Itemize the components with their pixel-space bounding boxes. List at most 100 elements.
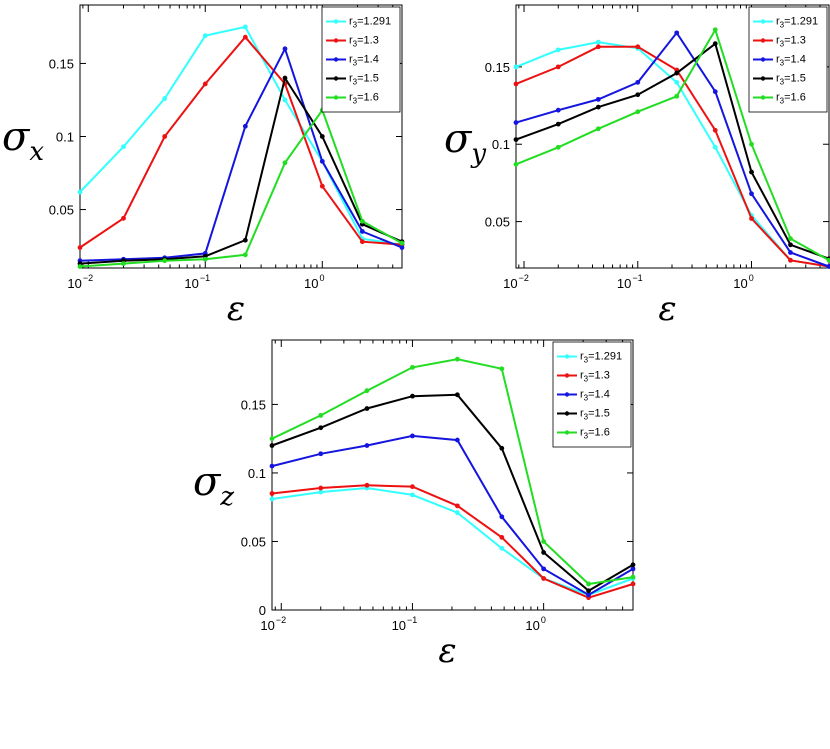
legend-entry: r3=1.4: [580, 389, 610, 403]
data-point: [630, 574, 636, 580]
data-point: [712, 144, 718, 150]
data-point: [595, 126, 601, 132]
data-point: [541, 566, 547, 572]
y-tick-label: 0.15: [241, 397, 266, 412]
data-point: [555, 121, 561, 127]
data-point: [595, 39, 601, 45]
data-point: [242, 252, 248, 258]
data-point: [282, 160, 288, 166]
data-point: [121, 261, 126, 267]
data-point: [318, 412, 324, 418]
legend-marker: [333, 95, 339, 100]
data-point: [595, 104, 601, 110]
x-tick-label: 100: [304, 273, 324, 291]
data-point: [712, 41, 718, 47]
data-point: [595, 44, 601, 50]
data-point: [630, 581, 636, 587]
legend: r3=1.291 r3=1.3 r3=1.4 r3=1.5 r3=1.6: [321, 6, 401, 113]
legend-marker: [564, 373, 570, 378]
legend-marker: [564, 430, 570, 435]
data-point: [242, 237, 248, 243]
y-axis-label: σz: [193, 459, 234, 512]
legend-marker: [333, 19, 339, 24]
data-point: [269, 491, 275, 496]
data-point: [359, 229, 365, 234]
data-point: [630, 562, 636, 568]
x-tick-label: 100: [525, 615, 545, 633]
legend-entry: r3=1.3: [776, 35, 806, 49]
legend-marker: [564, 392, 570, 397]
data-point: [242, 123, 248, 129]
x-axis-label: ε: [438, 631, 456, 671]
legend-entry: r3=1.291: [349, 16, 391, 30]
data-point: [269, 436, 275, 442]
x-tick-label: 10−1: [392, 615, 418, 633]
legend-entry: r3=1.291: [580, 351, 622, 365]
data-point: [513, 161, 519, 167]
data-point: [635, 44, 641, 50]
data-point: [162, 258, 168, 264]
data-point: [242, 24, 248, 30]
data-point: [586, 581, 591, 587]
plot-frame: [271, 339, 634, 611]
x-axis-label: ε: [227, 289, 245, 329]
data-point: [202, 33, 208, 39]
data-point: [513, 120, 519, 125]
data-point: [77, 245, 83, 250]
data-point: [202, 256, 208, 262]
legend-entry: r3=1.4: [776, 54, 806, 68]
data-point: [788, 242, 793, 248]
data-point: [77, 264, 83, 269]
data-point: [635, 92, 641, 98]
data-point: [541, 539, 547, 544]
x-tick-label: 10−2: [503, 273, 529, 291]
data-point: [410, 393, 415, 399]
series-line: [271, 434, 634, 597]
legend-marker: [760, 57, 766, 62]
data-point: [595, 96, 601, 102]
chart-sigma-z: 0 0.05 0.1 0.15 10−2 10−1 100 σz ε r3=1.291 r3=1.3…: [193, 339, 636, 671]
legend-entry: r3=1.5: [580, 408, 610, 422]
data-point: [242, 34, 248, 40]
legend: r3=1.291 r3=1.3 r3=1.4 r3=1.5 r3=1.6: [552, 341, 632, 448]
legend-entry: r3=1.4: [349, 54, 379, 68]
legend-marker: [333, 38, 339, 43]
data-point: [712, 27, 718, 33]
data-point: [269, 443, 275, 448]
legend-entry: r3=1.5: [776, 73, 806, 87]
y-tick-label: 0.15: [485, 60, 510, 75]
data-point: [202, 81, 208, 87]
data-point: [318, 451, 324, 457]
legend-entry: r3=1.6: [580, 427, 610, 441]
data-point: [410, 433, 415, 439]
legend-entry: r3=1.291: [776, 16, 818, 30]
legend-marker: [760, 19, 766, 24]
data-point: [454, 503, 460, 509]
data-point: [499, 366, 505, 372]
data-point: [162, 96, 168, 101]
series-line: [271, 484, 634, 599]
data-point: [282, 46, 288, 52]
data-point: [586, 588, 591, 594]
data-point: [635, 79, 641, 85]
data-point: [269, 463, 275, 469]
legend-marker: [564, 354, 570, 359]
data-point: [541, 576, 547, 581]
x-axis-label: ε: [658, 289, 676, 329]
data-point: [513, 64, 519, 70]
data-point: [555, 107, 561, 113]
data-point: [454, 510, 460, 516]
data-point: [712, 89, 718, 95]
y-tick-label: 0.15: [49, 56, 74, 71]
data-point: [749, 141, 754, 147]
data-point: [410, 484, 415, 490]
data-point: [513, 137, 519, 142]
x-tick-label: 10−2: [260, 615, 286, 633]
data-point: [788, 250, 793, 255]
data-point: [282, 97, 288, 103]
data-point: [555, 144, 561, 150]
data-point: [674, 70, 680, 76]
data-point: [77, 189, 83, 195]
